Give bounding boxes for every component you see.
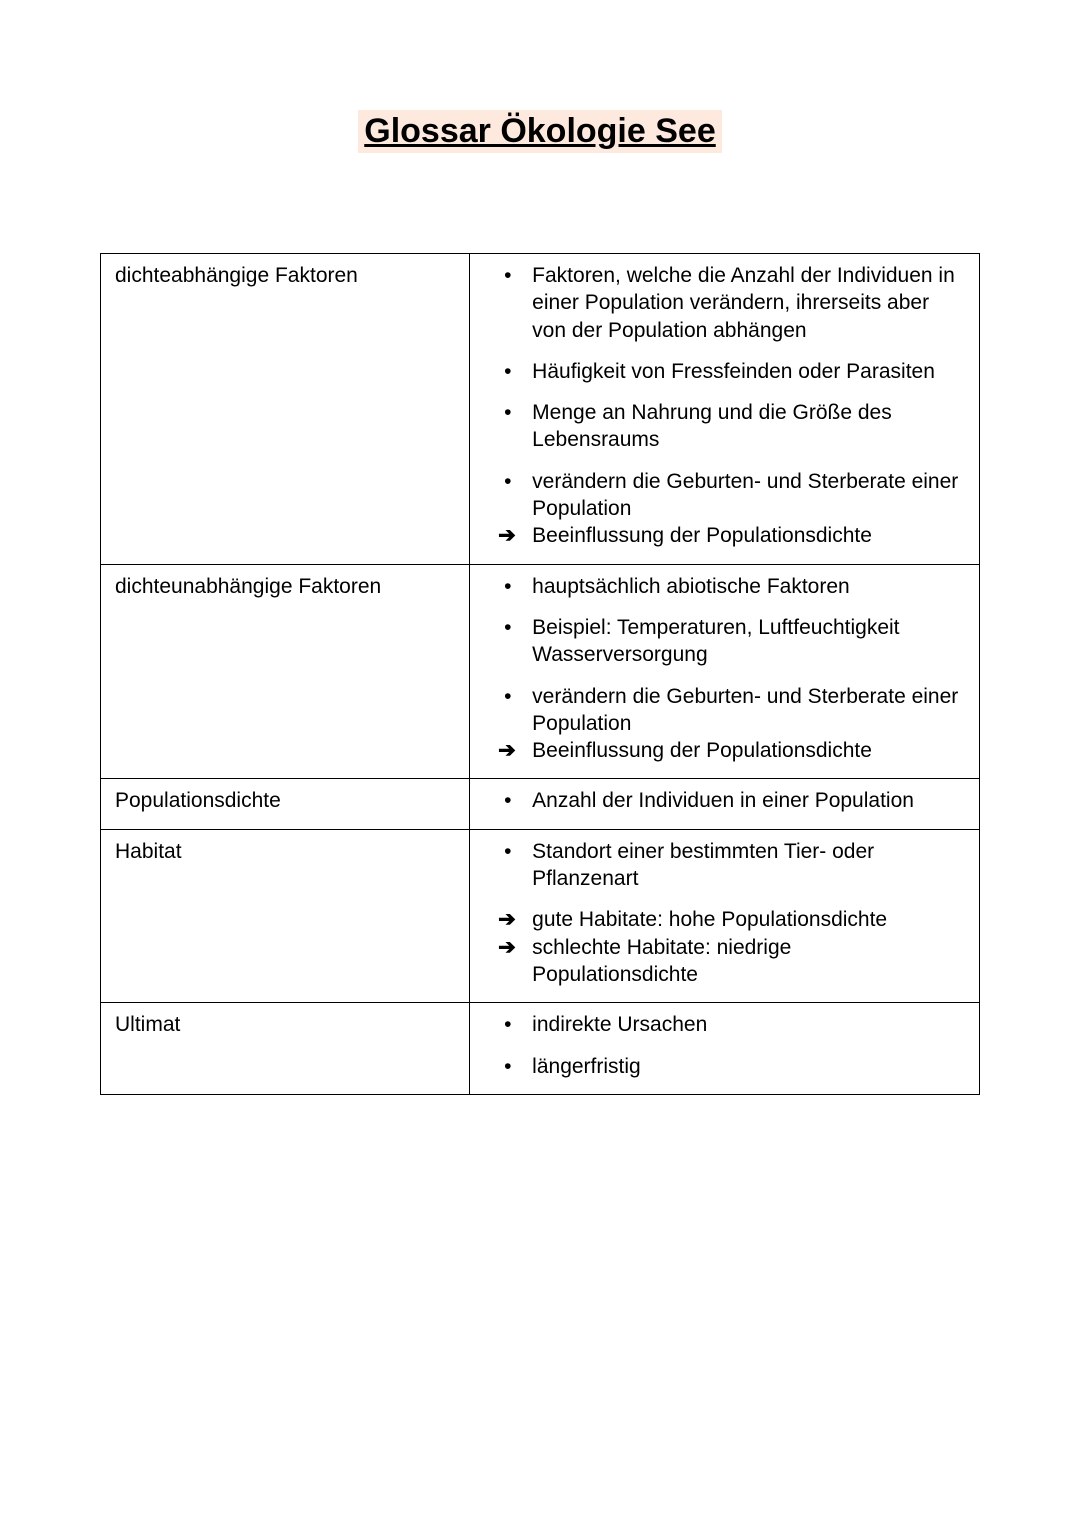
page: Glossar Ökologie See dichteabhängige Fak…	[0, 0, 1080, 1527]
arrow-icon: ➔	[498, 737, 516, 764]
definition-list: • indirekte Ursachen • längerfristig	[494, 1011, 961, 1080]
glossary-table: dichteabhängige Faktoren • Faktoren, welch…	[100, 253, 980, 1095]
item-text: Häufigkeit von Fressfeinden oder Parasit…	[532, 360, 935, 383]
term-text: dichteabhängige Faktoren	[115, 264, 358, 287]
definition-list: • Standort einer bestimmten Tier- oder Pf…	[494, 838, 961, 988]
bullet-item: • verändern die Geburten- und Sterberate …	[494, 468, 961, 523]
definition-cell: • hauptsächlich abiotische Faktoren • Beisp…	[470, 564, 980, 779]
title-wrap: Glossar Ökologie See	[100, 110, 980, 153]
table-row: dichteunabhängige Faktoren • hauptsächlich…	[101, 564, 980, 779]
term-cell: dichteunabhängige Faktoren	[101, 564, 470, 779]
arrow-item: ➔ Beeinflussung der Populationsdichte	[494, 737, 961, 764]
bullet-icon: •	[504, 838, 511, 865]
bullet-icon: •	[504, 358, 511, 385]
bullet-item: • Standort einer bestimmten Tier- oder Pf…	[494, 838, 961, 893]
arrow-item: ➔ gute Habitate: hohe Populationsdichte	[494, 906, 961, 933]
item-text: indirekte Ursachen	[532, 1013, 707, 1036]
item-text: hauptsächlich abiotische Faktoren	[532, 575, 850, 598]
term-text: Habitat	[115, 840, 182, 863]
arrow-icon: ➔	[498, 906, 516, 933]
term-text: Ultimat	[115, 1013, 180, 1036]
definition-cell: • Standort einer bestimmten Tier- oder Pf…	[470, 829, 980, 1002]
arrow-item: ➔ schlechte Habitate: niedrige Population…	[494, 934, 961, 989]
table-row: Habitat • Standort einer bestimmten Tier- …	[101, 829, 980, 1002]
bullet-icon: •	[504, 262, 511, 289]
definition-cell: • indirekte Ursachen • längerfristig	[470, 1003, 980, 1095]
bullet-icon: •	[504, 1011, 511, 1038]
arrow-icon: ➔	[498, 934, 516, 961]
item-text: gute Habitate: hohe Populationsdichte	[532, 908, 887, 931]
item-text: Beeinflussung der Populationsdichte	[532, 739, 872, 762]
item-text: verändern die Geburten- und Sterberate e…	[532, 470, 958, 520]
bullet-item: • längerfristig	[494, 1053, 961, 1080]
definition-list: • hauptsächlich abiotische Faktoren • Beisp…	[494, 573, 961, 765]
table-row: Populationsdichte • Anzahl der Individuen …	[101, 779, 980, 829]
bullet-item: • Häufigkeit von Fressfeinden oder Parasi…	[494, 358, 961, 385]
term-cell: dichteabhängige Faktoren	[101, 254, 470, 565]
bullet-item: • Beispiel: Temperaturen, Luftfeuchtigkei…	[494, 614, 961, 669]
item-text: schlechte Habitate: niedrige Populations…	[532, 936, 791, 986]
bullet-item: • Anzahl der Individuen in einer Populati…	[494, 787, 961, 814]
item-text: Anzahl der Individuen in einer Populatio…	[532, 789, 914, 812]
bullet-item: • hauptsächlich abiotische Faktoren	[494, 573, 961, 600]
term-cell: Habitat	[101, 829, 470, 1002]
bullet-icon: •	[504, 614, 511, 641]
bullet-icon: •	[504, 399, 511, 426]
bullet-icon: •	[504, 787, 511, 814]
term-text: dichteunabhängige Faktoren	[115, 575, 381, 598]
term-text: Populationsdichte	[115, 789, 281, 812]
item-text: Beeinflussung der Populationsdichte	[532, 524, 872, 547]
term-cell: Populationsdichte	[101, 779, 470, 829]
definition-list: • Faktoren, welche die Anzahl der Individ…	[494, 262, 961, 550]
bullet-item: • verändern die Geburten- und Sterberate …	[494, 683, 961, 738]
bullet-icon: •	[504, 468, 511, 495]
item-text: Faktoren, welche die Anzahl der Individu…	[532, 264, 955, 342]
bullet-item: • Menge an Nahrung und die Größe des Lebe…	[494, 399, 961, 454]
bullet-icon: •	[504, 1053, 511, 1080]
arrow-item: ➔ Beeinflussung der Populationsdichte	[494, 522, 961, 549]
item-text: Standort einer bestimmten Tier- oder Pfl…	[532, 840, 874, 890]
bullet-item: • Faktoren, welche die Anzahl der Individ…	[494, 262, 961, 344]
item-text: Beispiel: Temperaturen, Luftfeuchtigkeit…	[532, 616, 899, 666]
page-title: Glossar Ökologie See	[358, 110, 721, 153]
arrow-icon: ➔	[498, 522, 516, 549]
bullet-item: • indirekte Ursachen	[494, 1011, 961, 1038]
definition-list: • Anzahl der Individuen in einer Populati…	[494, 787, 961, 814]
definition-cell: • Faktoren, welche die Anzahl der Individ…	[470, 254, 980, 565]
item-text: verändern die Geburten- und Sterberate e…	[532, 685, 958, 735]
bullet-icon: •	[504, 683, 511, 710]
definition-cell: • Anzahl der Individuen in einer Populati…	[470, 779, 980, 829]
table-row: dichteabhängige Faktoren • Faktoren, welch…	[101, 254, 980, 565]
term-cell: Ultimat	[101, 1003, 470, 1095]
table-row: Ultimat • indirekte Ursachen • längerfristig	[101, 1003, 980, 1095]
bullet-icon: •	[504, 573, 511, 600]
item-text: längerfristig	[532, 1055, 641, 1078]
item-text: Menge an Nahrung und die Größe des Leben…	[532, 401, 892, 451]
